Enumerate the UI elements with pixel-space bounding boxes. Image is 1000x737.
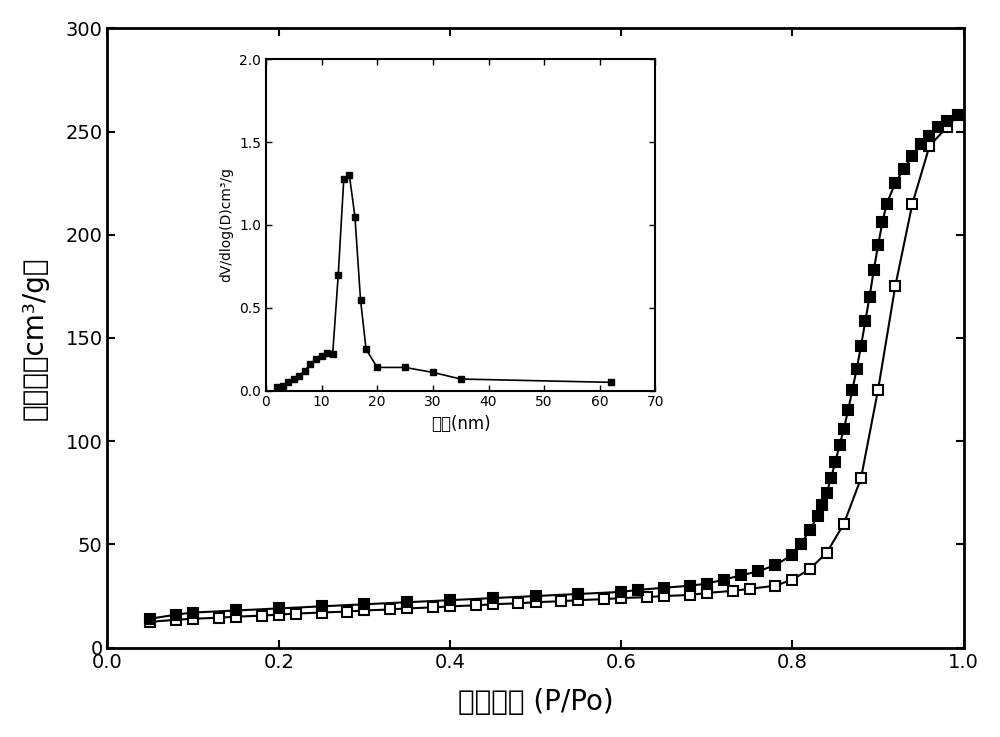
X-axis label: 相对压力 (P/Po): 相对压力 (P/Po): [458, 688, 613, 716]
Y-axis label: 吸附量（cm³/g）: 吸附量（cm³/g）: [21, 256, 49, 420]
